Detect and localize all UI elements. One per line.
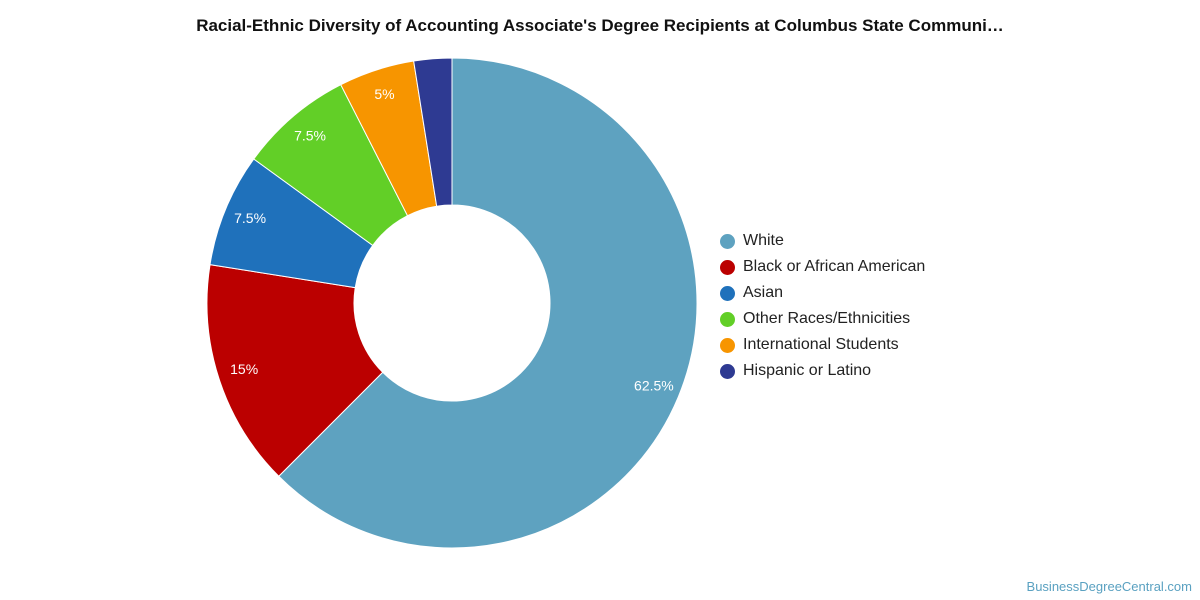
legend-label-international-students: International Students bbox=[743, 336, 899, 353]
slice-black-or-african-american[interactable] bbox=[206, 264, 384, 477]
legend-marker-white bbox=[720, 233, 735, 249]
legend-marker-hispanic-or-latino bbox=[720, 363, 735, 379]
watermark[interactable]: BusinessDegreeCentral.com bbox=[1026, 579, 1192, 594]
slice-hispanic-or-latino[interactable] bbox=[413, 57, 453, 207]
legend-item-black-or-african-american[interactable]: Black or African American bbox=[720, 254, 925, 280]
legend-item-hispanic-or-latino[interactable]: Hispanic or Latino bbox=[720, 358, 925, 384]
slice-white[interactable] bbox=[278, 57, 698, 549]
legend-label-black-or-african-american: Black or African American bbox=[743, 258, 926, 275]
legend-item-white[interactable]: White bbox=[720, 228, 925, 254]
legend-marker-other-races-ethnicities bbox=[720, 311, 735, 327]
legend-label-hispanic-or-latino: Hispanic or Latino bbox=[743, 362, 872, 379]
legend-item-other-races-ethnicities[interactable]: Other Races/Ethnicities bbox=[720, 306, 925, 332]
legend-item-international-students[interactable]: International Students bbox=[720, 332, 925, 358]
legend-item-asian[interactable]: Asian bbox=[720, 280, 925, 306]
chart-legend: White Black or African American Asian Other… bbox=[720, 228, 925, 384]
legend-marker-asian bbox=[720, 285, 735, 301]
slice-label-international-students: 5% bbox=[374, 86, 394, 102]
legend-label-other-races-ethnicities: Other Races/Ethnicities bbox=[743, 310, 911, 327]
legend-marker-international-students bbox=[720, 337, 735, 353]
chart-title: Racial-Ethnic Diversity of Accounting As… bbox=[196, 16, 1004, 35]
slice-label-white: 62.5% bbox=[634, 377, 674, 393]
legend-label-white: White bbox=[743, 232, 784, 249]
legend-label-asian: Asian bbox=[743, 284, 784, 301]
slice-label-other-races-ethnicities: 7.5% bbox=[294, 128, 326, 144]
legend-marker-black-or-african-american bbox=[720, 259, 735, 275]
slice-label-black-or-african-american: 15% bbox=[230, 361, 258, 377]
slice-label-asian: 7.5% bbox=[234, 210, 266, 226]
